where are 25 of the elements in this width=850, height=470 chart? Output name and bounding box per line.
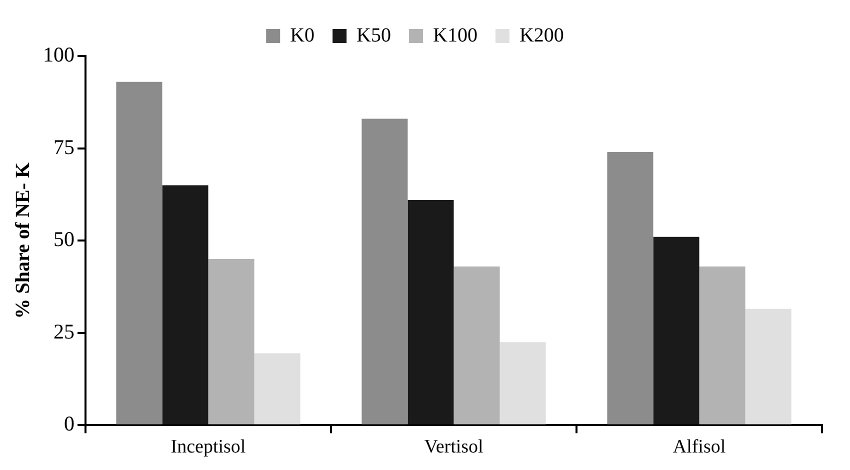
bar <box>500 342 546 424</box>
bar <box>607 152 654 424</box>
bar <box>745 308 792 424</box>
bar <box>362 118 408 424</box>
x-tick-label: Vertisol <box>424 436 484 458</box>
bar <box>699 266 746 424</box>
y-axis-title: % Share of NE- K <box>12 162 34 319</box>
bar <box>408 200 454 424</box>
legend-label: K0 <box>290 24 315 46</box>
legend-label: K50 <box>356 24 392 46</box>
y-tick-label: 25 <box>54 319 74 344</box>
bar <box>454 266 500 424</box>
bar <box>162 185 208 424</box>
x-tick-label: Alfisol <box>672 436 726 458</box>
legend-label: K200 <box>519 24 564 46</box>
bar <box>254 353 300 424</box>
bar <box>116 82 162 424</box>
y-tick-label: 75 <box>54 134 74 159</box>
y-tick-label: 0 <box>64 412 74 436</box>
y-tick-label: 50 <box>54 227 74 252</box>
legend-label: K100 <box>433 24 478 46</box>
bar <box>208 259 254 424</box>
x-tick-label: Inceptisol <box>170 436 246 458</box>
bar <box>653 236 700 424</box>
y-tick-label: 100 <box>43 42 74 67</box>
